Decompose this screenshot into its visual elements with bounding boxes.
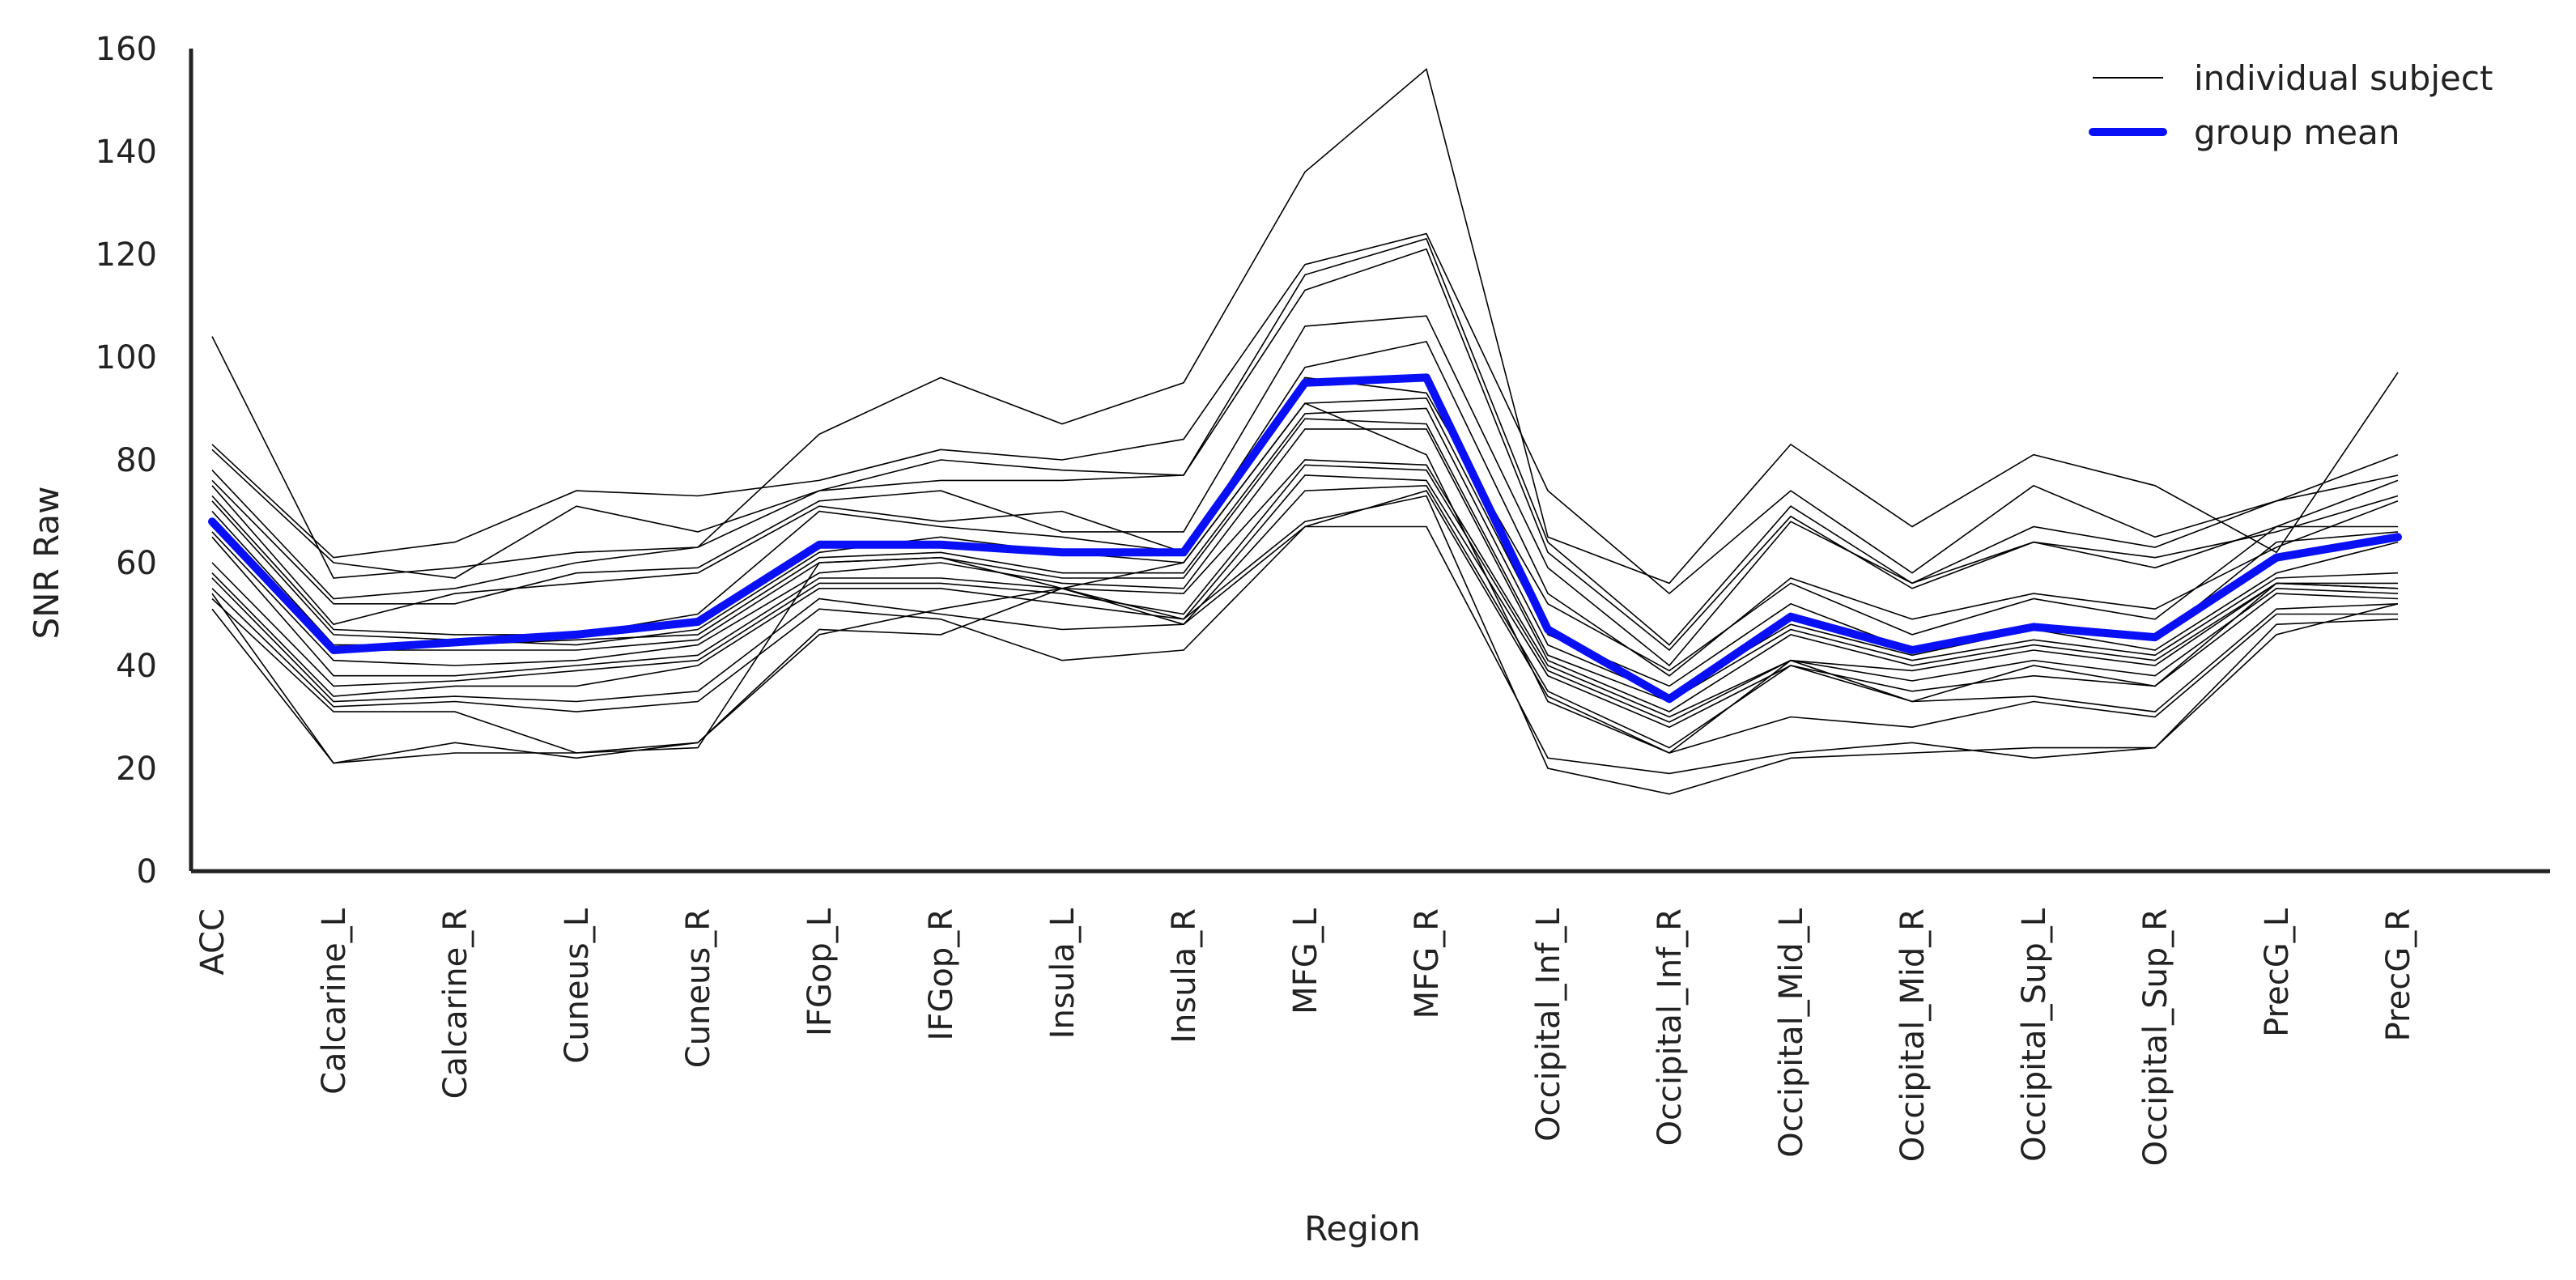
x-tick-label-precg-l: PrecG_L <box>2259 908 2296 1037</box>
x-tick-label-occipital-inf-l: Occipital_Inf_L <box>1530 908 1567 1142</box>
subject-line-18 <box>211 495 2399 795</box>
y-tick-label-60: 60 <box>116 545 157 582</box>
x-tick-label-occipital-sup-l: Occipital_Sup_L <box>2016 908 2053 1162</box>
subject-line-8 <box>211 397 2399 687</box>
group-mean-line <box>208 373 2402 704</box>
subject-line-14 <box>211 474 2399 729</box>
y-tick-labels: 0 20 40 60 80 100 120 140 160 <box>96 31 157 891</box>
x-tick-label-occipital-sup-r: Occipital_Sup_R <box>2137 908 2174 1166</box>
x-tick-label-occipital-inf-r: Occipital_Inf_R <box>1651 908 1689 1146</box>
subject-line-15 <box>211 484 2399 749</box>
subject-line-16 <box>211 490 2398 754</box>
subject-line-1 <box>211 67 2399 585</box>
subject-line-6 <box>211 340 2399 677</box>
group-mean-polyline <box>208 373 2402 704</box>
x-tick-label-ifgop-r: IFGop_R <box>923 908 960 1040</box>
subject-line-9 <box>211 407 2399 697</box>
legend-label-individual-subject: individual subject <box>2194 58 2493 98</box>
y-tick-label-20: 20 <box>116 751 157 788</box>
x-tick-label-precg-r: PrecG_R <box>2380 908 2417 1041</box>
subject-line-13 <box>211 464 2399 723</box>
x-tick-label-cuneus-l: Cuneus_L <box>559 908 596 1063</box>
y-tick-label-160: 160 <box>96 31 157 68</box>
subject-line-10 <box>211 418 2399 703</box>
subject-line-4 <box>211 248 2399 652</box>
subject-line-2 <box>211 232 2399 595</box>
x-tick-label-calcarine-r: Calcarine_R <box>437 908 474 1099</box>
x-tick-label-acc: ACC <box>194 908 232 976</box>
legend: individual subject group mean <box>2089 58 2493 152</box>
x-axis-title: Region <box>1304 1209 1421 1248</box>
y-tick-label-80: 80 <box>116 442 157 479</box>
x-tick-label-insula-r: Insula_R <box>1166 908 1203 1044</box>
x-tick-label-mfg-r: MFG_R <box>1409 908 1446 1018</box>
subject-line-12 <box>211 459 2399 718</box>
y-tick-label-40: 40 <box>116 648 157 685</box>
x-tick-label-occipital-mid-r: Occipital_Mid_R <box>1894 908 1932 1162</box>
subject-line-5 <box>211 315 2399 667</box>
y-axis-title: SNR Raw <box>27 487 66 640</box>
y-tick-label-120: 120 <box>96 236 157 274</box>
x-tick-label-occipital-mid-l: Occipital_Mid_L <box>1773 908 1810 1157</box>
x-tick-label-calcarine-l: Calcarine_L <box>316 908 353 1095</box>
individual-subject-lines <box>211 67 2399 795</box>
y-tick-label-140: 140 <box>96 134 157 171</box>
x-tick-label-insula-l: Insula_L <box>1044 908 1082 1039</box>
x-tick-label-ifgop-l: IFGop_L <box>801 908 839 1036</box>
y-tick-label-100: 100 <box>96 339 157 376</box>
x-tick-label-mfg-l: MFG_L <box>1287 908 1324 1014</box>
subject-line-19 <box>211 402 2399 764</box>
x-tick-labels: ACC Calcarine_L Calcarine_R Cuneus_L Cuneus_… <box>194 908 2417 1166</box>
subject-line-3 <box>211 237 2399 646</box>
legend-label-group-mean: group mean <box>2194 113 2400 152</box>
y-tick-label-0: 0 <box>137 853 157 891</box>
x-tick-label-cuneus-r: Cuneus_R <box>680 908 717 1068</box>
subject-line-11 <box>211 428 2398 713</box>
